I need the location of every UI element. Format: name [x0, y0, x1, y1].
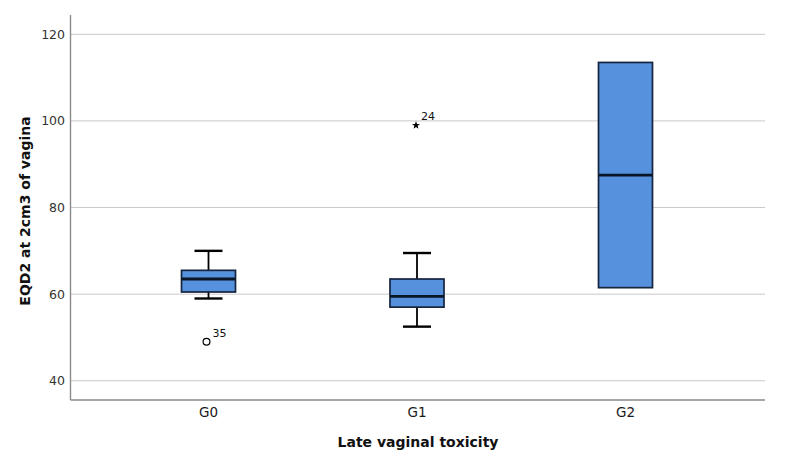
x-tick-label-G0: G0 [199, 404, 218, 420]
x-axis-title: Late vaginal toxicity [70, 434, 766, 450]
boxplot-figure: 40 60 80 100 120 35 G0 24 G1 G2 EQD2 at 2cm3 of v… [0, 0, 786, 459]
y-tick-label-100: 100 [41, 113, 65, 128]
x-tick-label-G1: G1 [407, 404, 426, 420]
outlier-star-G1 [412, 121, 420, 129]
y-tick-label-40: 40 [49, 373, 65, 388]
y-axis-title: EQD2 at 2cm3 of vagina [17, 101, 33, 321]
y-tick-label-80: 80 [49, 200, 65, 215]
boxplot-chart: 40 60 80 100 120 35 G0 24 G1 G2 [0, 0, 786, 459]
y-tick-label-120: 120 [41, 27, 65, 42]
outlier-circle-G0 [203, 338, 210, 345]
outlier-label-G1: 24 [421, 110, 435, 123]
x-tick-label-G2: G2 [616, 404, 635, 420]
outlier-label-G0: 35 [213, 327, 227, 340]
box-G1 [390, 279, 444, 307]
box-G0 [182, 270, 236, 292]
y-tick-label-60: 60 [49, 287, 65, 302]
